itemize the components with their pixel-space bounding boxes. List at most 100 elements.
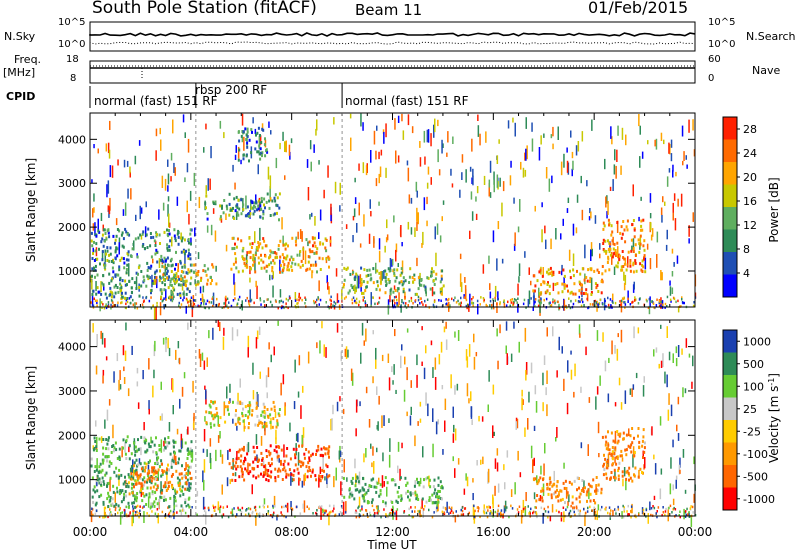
echo-cell	[155, 478, 158, 481]
echo-cell	[615, 509, 617, 512]
echo-cell	[102, 274, 105, 278]
echo-cell	[157, 468, 160, 472]
echo-cell	[95, 242, 98, 246]
echo-cell	[109, 508, 111, 511]
echo-cell	[247, 214, 250, 218]
echo-cell	[153, 477, 156, 481]
echo-cell	[155, 150, 157, 161]
echo-cell	[305, 268, 308, 272]
echo-cell	[345, 295, 347, 299]
echo-cell	[382, 500, 385, 504]
echo-cell	[143, 494, 146, 498]
echo-cell	[99, 480, 102, 484]
freq-panel	[89, 60, 696, 84]
echo-cell	[231, 247, 234, 251]
echo-cell	[206, 225, 209, 233]
echo-cell	[319, 479, 322, 483]
echo-cell	[519, 199, 521, 212]
echo-cell	[258, 135, 261, 150]
echo-cell	[616, 441, 619, 445]
echo-cell	[555, 437, 557, 442]
echo-cell	[206, 449, 208, 457]
echo-cell	[302, 247, 305, 251]
echo-cell	[285, 302, 287, 305]
echo-cell	[238, 295, 241, 299]
echo-cell	[126, 263, 129, 267]
echo-cell	[260, 141, 263, 144]
echo-cell	[611, 251, 613, 265]
echo-cell	[570, 369, 573, 380]
echo-cell	[377, 421, 379, 431]
echo-cell	[243, 478, 246, 482]
echo-cell	[352, 215, 355, 221]
echo-cell	[283, 444, 285, 458]
echo-cell	[97, 229, 100, 233]
echo-cell	[212, 400, 215, 404]
echo-cell	[116, 254, 119, 258]
echo-cell	[637, 302, 640, 305]
echo-cell	[263, 411, 266, 415]
echo-cell	[237, 450, 240, 454]
echo-cell	[650, 300, 652, 303]
echo-cell	[621, 297, 624, 300]
echo-cell	[92, 445, 94, 450]
echo-cell	[432, 270, 435, 274]
echo-cell	[416, 354, 418, 366]
echo-cell	[660, 324, 662, 329]
echo-cell	[180, 232, 182, 237]
echo-cell	[253, 506, 256, 509]
echo-cell	[287, 264, 290, 268]
echo-cell	[483, 508, 486, 512]
colorbar-swatch	[723, 139, 737, 162]
echo-cell	[175, 272, 178, 276]
echo-cell	[242, 246, 245, 250]
echo-cell	[420, 279, 423, 282]
time-tick-label: 00:00	[73, 525, 108, 539]
echo-cell	[637, 427, 640, 430]
echo-cell	[585, 493, 588, 497]
echo-cell	[176, 490, 179, 494]
nave-tick-low: 0	[708, 73, 715, 84]
echo-cell	[611, 457, 614, 461]
echo-cell	[325, 463, 328, 467]
echo-cell	[284, 256, 287, 260]
echo-cell	[183, 252, 186, 256]
echo-cell	[127, 481, 130, 485]
echo-cell	[128, 233, 131, 237]
echo-cell	[247, 415, 250, 419]
echo-cell	[682, 160, 684, 166]
echo-cell	[388, 513, 391, 516]
echo-cell	[603, 297, 606, 311]
echo-cell	[422, 303, 424, 306]
echo-cell	[675, 514, 677, 517]
echo-cell	[260, 472, 262, 476]
echo-cell	[182, 282, 185, 286]
echo-cell	[567, 162, 570, 175]
echo-cell	[675, 346, 678, 354]
echo-cell	[298, 478, 301, 482]
echo-cell	[279, 255, 282, 259]
echo-cell	[300, 259, 303, 263]
echo-cell	[265, 269, 268, 273]
echo-cell	[638, 513, 640, 516]
echo-cell	[614, 149, 616, 161]
echo-cell	[105, 252, 108, 256]
echo-cell	[672, 508, 674, 511]
noise-search-trace	[89, 41, 696, 45]
echo-cell	[317, 444, 320, 448]
echo-cell	[187, 503, 190, 507]
echo-cell	[661, 272, 663, 281]
echo-cell	[572, 268, 575, 272]
echo-cell	[545, 387, 547, 396]
echo-cell	[446, 302, 448, 305]
echo-cell	[669, 504, 672, 508]
echo-cell	[272, 251, 275, 255]
echo-cell	[690, 515, 693, 528]
echo-cell	[166, 256, 169, 260]
echo-cell	[125, 258, 128, 262]
echo-cell	[244, 263, 247, 267]
echo-cell	[277, 474, 280, 478]
echo-cell	[184, 498, 187, 502]
echo-cell	[361, 322, 364, 336]
echo-cell	[221, 484, 223, 495]
